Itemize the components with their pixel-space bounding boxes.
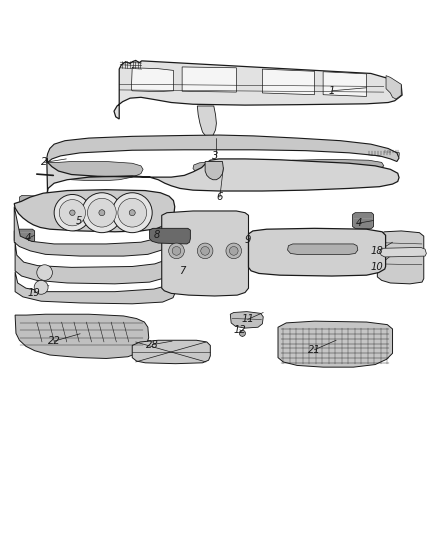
Circle shape — [54, 195, 91, 231]
Text: 28: 28 — [146, 340, 159, 350]
Polygon shape — [200, 263, 208, 269]
Polygon shape — [233, 263, 241, 269]
Polygon shape — [353, 213, 374, 228]
Text: 18: 18 — [371, 246, 384, 256]
Polygon shape — [132, 340, 210, 364]
Polygon shape — [167, 228, 174, 232]
Polygon shape — [193, 162, 246, 174]
Text: 19: 19 — [28, 287, 41, 297]
Text: 1: 1 — [328, 86, 335, 96]
Circle shape — [82, 193, 122, 233]
Polygon shape — [114, 60, 402, 119]
Circle shape — [240, 330, 245, 336]
Text: 5: 5 — [76, 215, 82, 225]
Polygon shape — [163, 226, 247, 240]
Polygon shape — [262, 69, 314, 95]
Polygon shape — [14, 207, 175, 256]
Text: 21: 21 — [308, 345, 321, 355]
Circle shape — [201, 247, 209, 255]
Text: 7: 7 — [180, 266, 186, 276]
Polygon shape — [230, 312, 263, 328]
Polygon shape — [163, 262, 247, 284]
Text: 2: 2 — [42, 157, 48, 167]
Polygon shape — [273, 159, 384, 174]
Polygon shape — [323, 72, 367, 96]
Text: 9: 9 — [245, 236, 251, 246]
Text: 6: 6 — [217, 192, 223, 202]
Circle shape — [226, 243, 242, 259]
Circle shape — [230, 247, 238, 255]
Polygon shape — [211, 263, 219, 269]
Polygon shape — [47, 158, 399, 197]
Polygon shape — [150, 228, 191, 244]
Circle shape — [172, 247, 181, 255]
Polygon shape — [163, 240, 247, 261]
Circle shape — [37, 265, 53, 280]
Polygon shape — [186, 228, 193, 232]
Circle shape — [59, 199, 85, 226]
Polygon shape — [287, 244, 358, 254]
Polygon shape — [224, 228, 231, 232]
Circle shape — [70, 210, 75, 215]
Text: 22: 22 — [48, 336, 60, 346]
Polygon shape — [378, 231, 424, 284]
Polygon shape — [162, 211, 248, 296]
Polygon shape — [15, 272, 176, 304]
Text: 11: 11 — [241, 314, 254, 325]
Polygon shape — [14, 190, 175, 232]
Text: 4: 4 — [356, 218, 362, 228]
Text: 3: 3 — [212, 151, 219, 161]
Polygon shape — [177, 228, 184, 232]
Text: 4: 4 — [25, 233, 31, 243]
Circle shape — [169, 243, 184, 259]
Circle shape — [129, 209, 135, 216]
Circle shape — [34, 280, 48, 294]
Polygon shape — [248, 228, 385, 276]
Polygon shape — [190, 263, 197, 269]
Polygon shape — [131, 67, 173, 92]
Circle shape — [88, 198, 116, 227]
Text: 10: 10 — [371, 262, 384, 271]
Circle shape — [99, 209, 105, 216]
Polygon shape — [19, 196, 42, 212]
Polygon shape — [179, 263, 187, 269]
Polygon shape — [367, 150, 397, 159]
Polygon shape — [197, 106, 216, 137]
Polygon shape — [234, 228, 241, 232]
Text: 12: 12 — [233, 325, 246, 335]
Circle shape — [197, 243, 213, 259]
Circle shape — [118, 198, 147, 227]
Polygon shape — [15, 242, 175, 284]
Polygon shape — [196, 228, 202, 232]
Polygon shape — [384, 149, 399, 157]
Polygon shape — [205, 228, 212, 232]
Polygon shape — [222, 263, 230, 269]
Polygon shape — [47, 135, 399, 163]
Polygon shape — [278, 321, 392, 367]
Polygon shape — [215, 228, 222, 232]
Polygon shape — [379, 247, 426, 257]
Polygon shape — [15, 314, 149, 359]
Text: 8: 8 — [154, 230, 160, 240]
Polygon shape — [49, 161, 143, 181]
Polygon shape — [168, 263, 176, 269]
Polygon shape — [182, 67, 237, 92]
Polygon shape — [205, 161, 223, 180]
Circle shape — [112, 193, 152, 233]
Polygon shape — [14, 229, 35, 243]
Polygon shape — [386, 76, 401, 99]
